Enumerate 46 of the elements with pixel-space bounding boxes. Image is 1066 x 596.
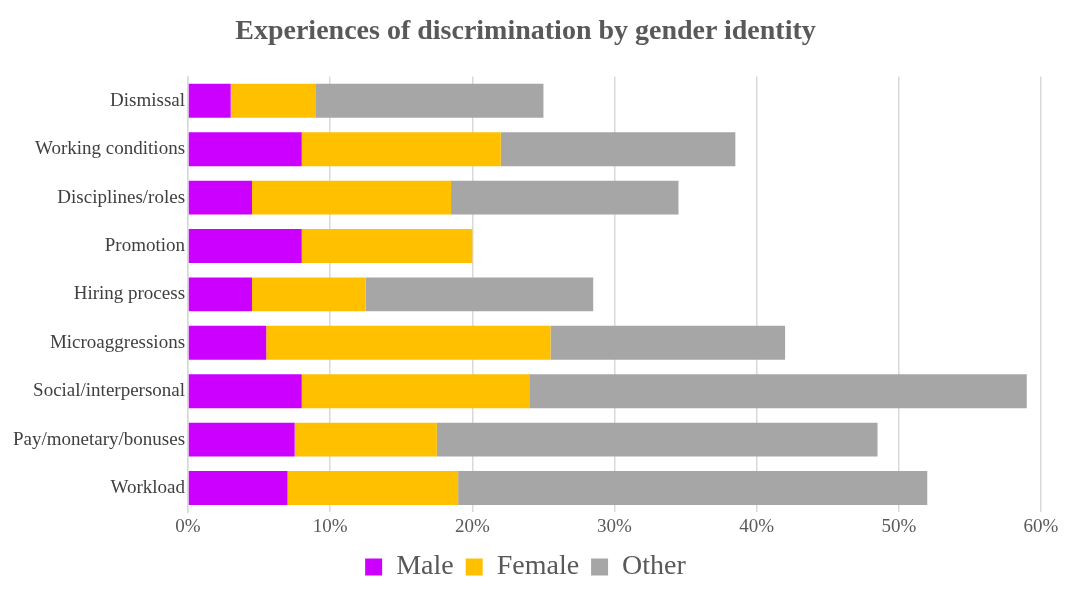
y-tick-label: Working conditions xyxy=(35,137,186,159)
bar xyxy=(188,325,267,360)
x-tick-label: 50% xyxy=(881,514,917,536)
bar xyxy=(230,83,316,118)
bar xyxy=(188,180,252,215)
y-tick-label: Microaggressions xyxy=(49,330,186,352)
bar xyxy=(252,180,452,215)
bar xyxy=(451,180,679,215)
bar xyxy=(188,374,302,409)
bar xyxy=(550,325,786,360)
bar xyxy=(500,132,736,167)
bar xyxy=(188,83,231,118)
bar xyxy=(301,374,530,409)
chart-title: Experiences of discrimination by gender identity xyxy=(235,14,816,46)
bar xyxy=(188,277,252,312)
bar xyxy=(188,229,302,263)
legend-label: Female xyxy=(496,549,580,581)
y-tick-label: Hiring process xyxy=(73,282,186,304)
x-tick-label: 10% xyxy=(312,514,348,536)
bar xyxy=(252,277,366,312)
x-tick-label: 60% xyxy=(1023,514,1059,536)
bar xyxy=(188,471,288,505)
bar xyxy=(301,229,473,263)
bar xyxy=(188,132,302,167)
bar xyxy=(365,277,594,312)
y-tick-label: Social/interpersonal xyxy=(33,379,186,401)
x-tick-label: 20% xyxy=(454,514,490,536)
y-tick-label: Disciplines/roles xyxy=(57,185,186,207)
bar xyxy=(188,422,295,457)
y-tick-label: Pay/monetary/bonuses xyxy=(13,427,186,449)
bar xyxy=(458,471,928,505)
legend-label: Male xyxy=(396,549,454,581)
y-tick-label: Workload xyxy=(110,475,186,497)
bar xyxy=(294,422,437,457)
bar xyxy=(529,374,1027,409)
bar xyxy=(266,325,551,360)
bar xyxy=(315,83,544,118)
bar xyxy=(436,422,878,457)
y-tick-label: Promotion xyxy=(104,233,186,255)
x-tick-label: 30% xyxy=(597,514,633,536)
x-tick-label: 0% xyxy=(175,514,201,536)
y-tick-label: Dismissal xyxy=(110,88,186,110)
x-tick-label: 40% xyxy=(739,514,775,536)
legend-label: Other xyxy=(622,549,687,581)
bar xyxy=(301,132,501,167)
bar xyxy=(287,471,459,505)
